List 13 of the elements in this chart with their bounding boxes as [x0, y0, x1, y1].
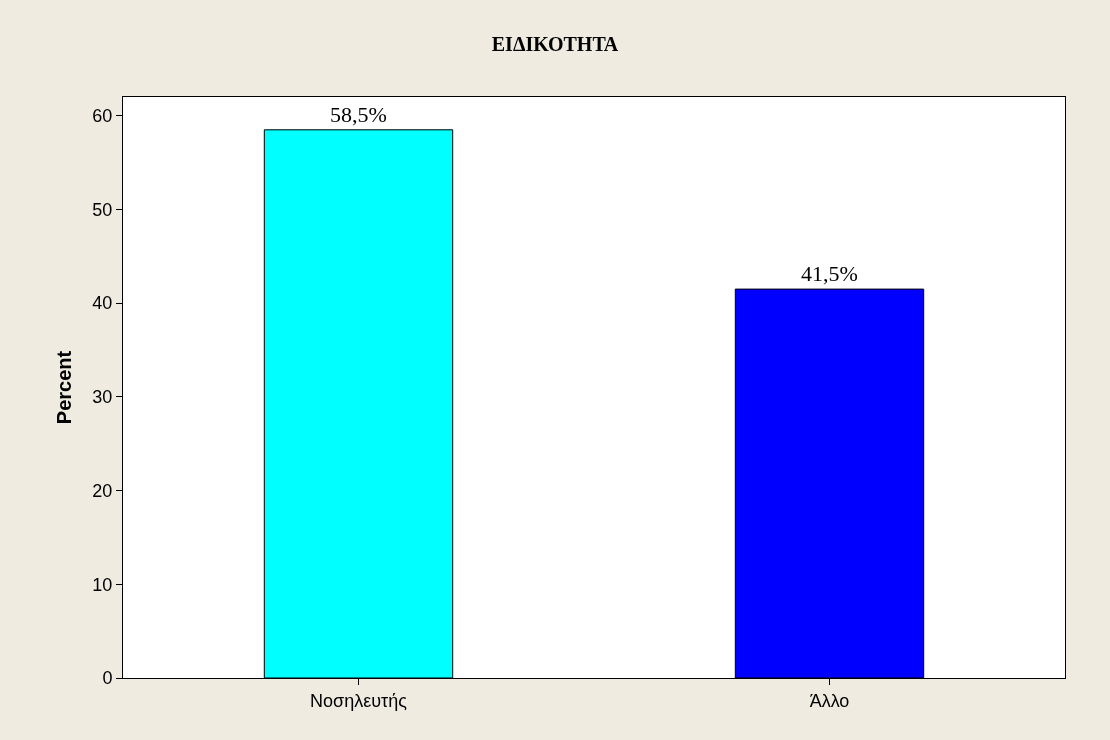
y-tick-label: 40 — [92, 293, 113, 314]
y-tick-label: 20 — [92, 480, 113, 501]
y-tick-label: 0 — [102, 668, 113, 689]
y-tick-label: 50 — [92, 199, 113, 220]
data-label: 58,5% — [330, 101, 387, 127]
y-axis-title: Percent — [52, 350, 75, 425]
y-tick-label: 10 — [92, 574, 113, 595]
x-tick-label: Άλλο — [809, 690, 850, 711]
data-label: 41,5% — [801, 261, 858, 287]
y-tick-label: 30 — [92, 387, 113, 408]
y-tick-label: 60 — [92, 106, 113, 127]
chart-title: ΕΙΔΙΚΟΤΗΤΑ — [491, 33, 619, 56]
x-tick-label: Νοσηλευτής — [310, 690, 408, 711]
